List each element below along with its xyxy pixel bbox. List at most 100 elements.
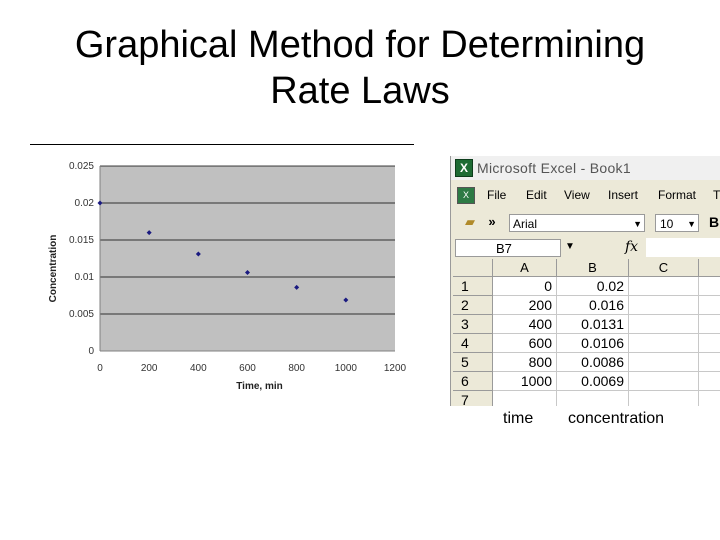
formula-bar-row: B7 ▼ fx [451, 238, 720, 258]
column-header-b[interactable]: B [557, 259, 629, 277]
row-header[interactable]: 2 [453, 296, 493, 315]
cell-c[interactable] [629, 391, 699, 406]
y-tick-label: 0.025 [69, 161, 94, 172]
column-header-d[interactable] [699, 259, 720, 277]
slide-title-line-1: Graphical Method for Determining [74, 24, 646, 66]
row-header[interactable]: 3 [453, 315, 493, 334]
caption-time: time [503, 410, 534, 427]
excel-title-bar: X Microsoft Excel - Book1 [451, 156, 720, 180]
plot-area [100, 166, 395, 351]
excel-logo-icon: X [455, 159, 473, 177]
workbook-icon[interactable]: X [457, 187, 475, 204]
row-header[interactable]: 7 [453, 391, 493, 406]
toolbar-options-icon[interactable]: » [488, 214, 496, 229]
data-point [245, 270, 250, 276]
cell-c[interactable] [629, 315, 699, 334]
cell-d[interactable] [699, 372, 720, 391]
excel-window: X Microsoft Excel - Book1 X File Edit Vi… [450, 156, 720, 406]
x-tick-label: 0 [97, 363, 103, 374]
cell-c[interactable] [629, 353, 699, 372]
spreadsheet-grid[interactable]: A B C 1 0 0.02 2 200 0.016 3 400 0.0131 4 600 0.010… [453, 259, 720, 406]
formula-input[interactable] [646, 238, 720, 257]
menu-tools[interactable]: T [713, 188, 720, 202]
table-row: 3 400 0.0131 [453, 315, 720, 334]
font-size-select[interactable]: 10 ▼ [655, 214, 699, 232]
cell-b[interactable]: 0.0131 [557, 315, 629, 334]
y-tick-label: 0.005 [69, 309, 94, 320]
chevron-down-icon[interactable]: ▼ [687, 219, 696, 229]
name-box-dropdown-icon[interactable]: ▼ [565, 241, 575, 252]
cell-d[interactable] [699, 391, 720, 406]
select-all-corner[interactable] [453, 259, 493, 277]
y-tick-label: 0 [88, 346, 94, 357]
cell-d[interactable] [699, 315, 720, 334]
cell-b[interactable]: 0.0086 [557, 353, 629, 372]
cell-b[interactable]: 0.0069 [557, 372, 629, 391]
x-tick-label: 800 [288, 363, 305, 374]
y-tick-label: 0.01 [75, 272, 95, 283]
y-tick-label: 0.015 [69, 235, 94, 246]
cell-a[interactable]: 400 [493, 315, 557, 334]
menu-insert[interactable]: Insert [608, 188, 639, 202]
y-tick-label: 0.02 [75, 198, 95, 209]
slide-title: Graphical Method for Determining Rate La… [0, 22, 720, 114]
cell-a[interactable]: 800 [493, 353, 557, 372]
data-point [97, 200, 103, 206]
menu-file[interactable]: File [487, 188, 507, 202]
x-tick-label: 1000 [335, 363, 358, 374]
cell-b[interactable]: 0.016 [557, 296, 629, 315]
cell-a[interactable]: 200 [493, 296, 557, 315]
table-row: 1 0 0.02 [453, 277, 720, 296]
cell-b[interactable]: 0.0106 [557, 334, 629, 353]
name-box[interactable]: B7 [455, 239, 561, 257]
table-row: 5 800 0.0086 [453, 353, 720, 372]
x-tick-label: 200 [141, 363, 158, 374]
data-point [146, 230, 152, 236]
cell-c[interactable] [629, 372, 699, 391]
slide-title-line-2: Rate Laws [270, 70, 450, 112]
table-row: 4 600 0.0106 [453, 334, 720, 353]
font-name-select[interactable]: Arial ▼ [509, 214, 645, 232]
cell-d[interactable] [699, 353, 720, 372]
bold-button[interactable]: B [709, 214, 720, 230]
column-header-a[interactable]: A [493, 259, 557, 277]
row-header[interactable]: 6 [453, 372, 493, 391]
y-axis-label: Concentration [48, 235, 59, 303]
cell-a[interactable] [493, 391, 557, 406]
cell-b[interactable]: 0.02 [557, 277, 629, 296]
insert-function-icon[interactable]: fx [625, 239, 639, 255]
table-row: 7 [453, 391, 720, 406]
data-point [195, 251, 201, 257]
cell-d[interactable] [699, 277, 720, 296]
table-row: 6 1000 0.0069 [453, 372, 720, 391]
x-axis-label: Time, min [236, 381, 283, 392]
open-folder-icon[interactable]: ▰ [465, 214, 475, 229]
caption-concentration: concentration [568, 410, 665, 427]
data-point [343, 297, 349, 303]
row-header[interactable]: 4 [453, 334, 493, 353]
row-header[interactable]: 5 [453, 353, 493, 372]
column-header-c[interactable]: C [629, 259, 699, 277]
table-row: 2 200 0.016 [453, 296, 720, 315]
font-size-value: 10 [660, 217, 674, 231]
menu-bar: X File Edit View Insert Format T [451, 184, 720, 206]
menu-format[interactable]: Format [658, 188, 697, 202]
cell-a[interactable]: 1000 [493, 372, 557, 391]
cell-a[interactable]: 600 [493, 334, 557, 353]
cell-c[interactable] [629, 277, 699, 296]
chevron-down-icon[interactable]: ▼ [633, 219, 642, 229]
cell-c[interactable] [629, 296, 699, 315]
x-tick-label: 1200 [384, 363, 407, 374]
column-header-row: A B C [453, 259, 720, 277]
data-point [294, 284, 300, 290]
menu-edit[interactable]: Edit [526, 188, 547, 202]
divider-line [30, 144, 414, 145]
cell-a[interactable]: 0 [493, 277, 557, 296]
cell-c[interactable] [629, 334, 699, 353]
cell-d[interactable] [699, 296, 720, 315]
scatter-chart: 0 0.005 0.01 0.015 0.02 0.025 0 200 400 600 800 100… [48, 161, 407, 392]
cell-b[interactable] [557, 391, 629, 406]
cell-d[interactable] [699, 334, 720, 353]
row-header[interactable]: 1 [453, 277, 493, 296]
menu-view[interactable]: View [564, 188, 590, 202]
